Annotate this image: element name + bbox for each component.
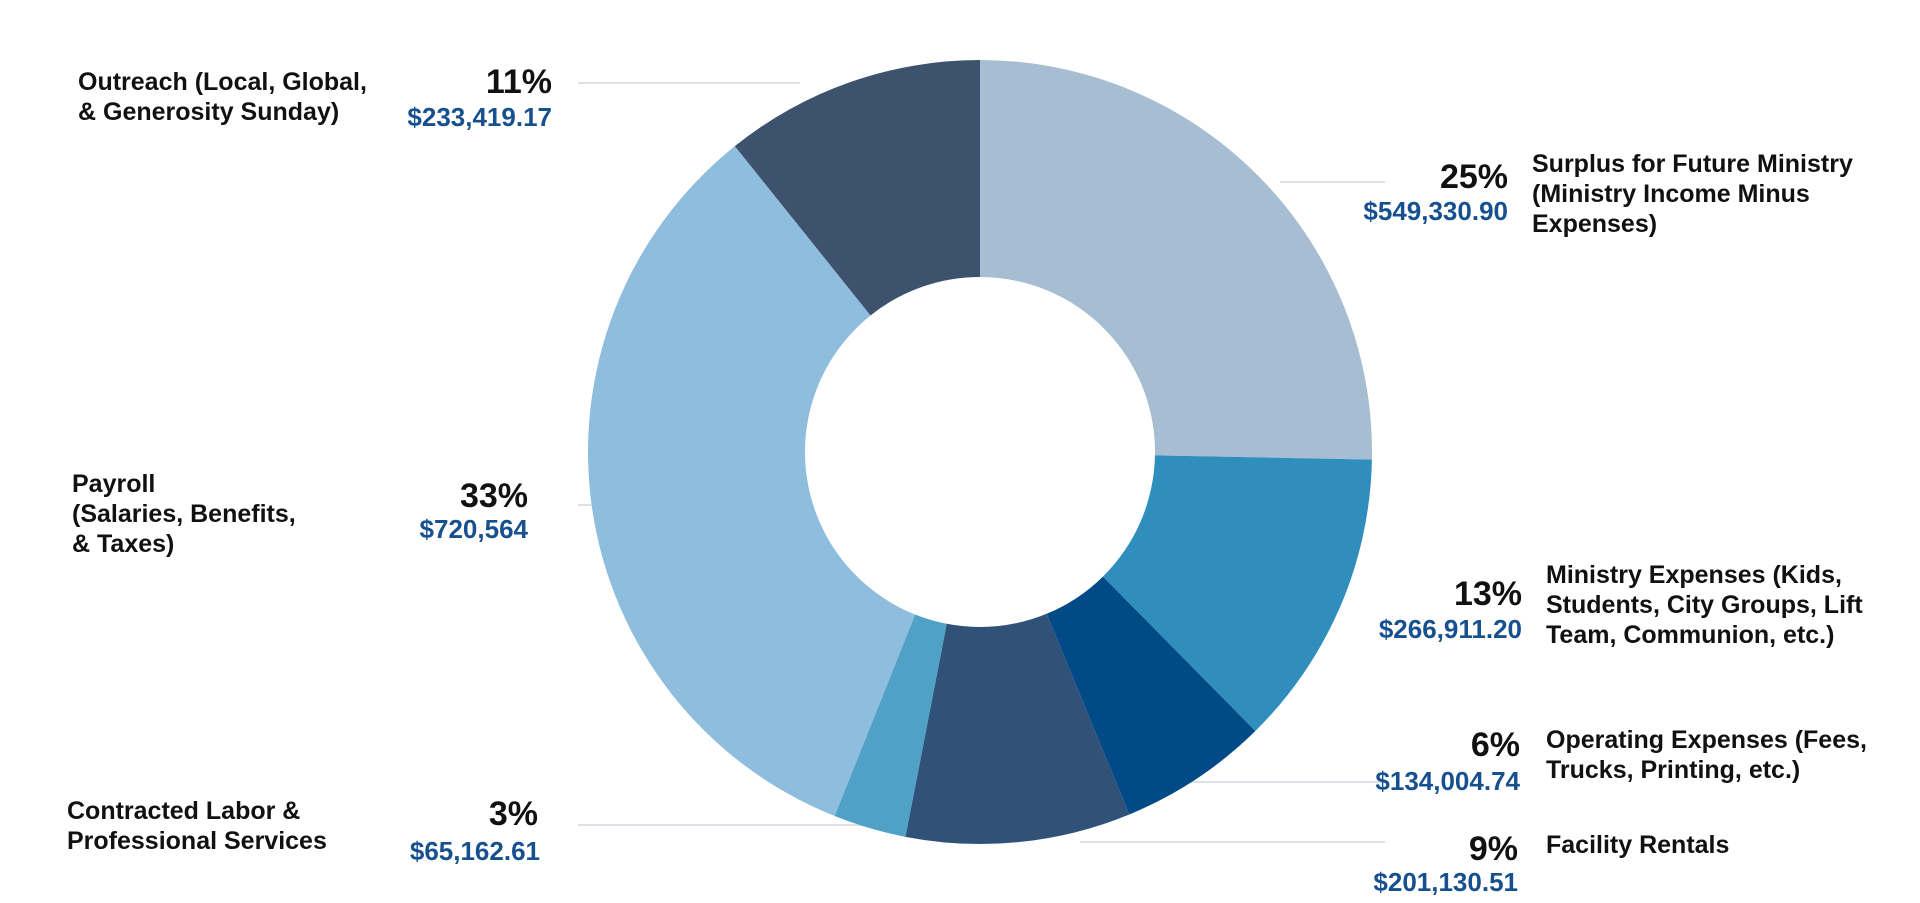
slice-operating-expenses: [1046, 576, 1256, 815]
label-group-ministry-expenses: Ministry Expenses (Kids, Students, City G…: [1379, 561, 1863, 649]
slice-name-line: Outreach (Local, Global,: [78, 68, 367, 96]
slice-name-line: & Taxes): [72, 530, 174, 558]
slice-amount-outreach: $233,419.17: [407, 102, 552, 132]
slice-amount-contracted-labor: $65,162.61: [410, 836, 540, 866]
slice-percent-contracted-labor: 3%: [489, 795, 538, 833]
slice-name-line: Expenses): [1532, 210, 1657, 238]
slice-name-line: Professional Services: [67, 827, 327, 855]
slice-name-operating-expenses: Operating Expenses (Fees, Trucks, Printin…: [1546, 726, 1867, 784]
label-group-facility-rentals: Facility Rentals 9%$201,130.51: [1373, 830, 1729, 897]
slice-percent-outreach: 11%: [486, 63, 552, 101]
slice-name-line: Students, City Groups, Lift: [1546, 591, 1863, 619]
slice-name-line: & Generosity Sunday): [78, 98, 339, 126]
slice-percent-facility-rentals: 9%: [1469, 830, 1518, 868]
slice-amount-surplus: $549,330.90: [1363, 196, 1508, 226]
label-group-outreach: Outreach (Local, Global, & Generosity Sun…: [78, 63, 552, 132]
slice-name-ministry-expenses: Ministry Expenses (Kids, Students, City G…: [1546, 561, 1863, 649]
label-group-payroll: Payroll (Salaries, Benefits, & Taxes) 33%$7…: [72, 470, 529, 558]
slice-percent-ministry-expenses: 13%: [1454, 575, 1522, 613]
slice-percent-operating-expenses: 6%: [1471, 726, 1520, 764]
slice-name-surplus: Surplus for Future Ministry (Ministry Inc…: [1532, 150, 1853, 238]
slice-name-line: Facility Rentals: [1546, 831, 1729, 859]
slice-amount-facility-rentals: $201,130.51: [1373, 867, 1518, 897]
slice-percent-payroll: 33%: [460, 477, 528, 515]
slice-name-line: Team, Communion, etc.): [1546, 621, 1834, 649]
slice-name-line: Surplus for Future Ministry: [1532, 150, 1853, 178]
slice-payroll: [587, 146, 916, 817]
slice-facility-rentals: [905, 613, 1130, 844]
slice-percent-surplus: 25%: [1440, 158, 1508, 196]
label-group-contracted-labor: Contracted Labor & Professional Services 3…: [67, 795, 540, 866]
slice-name-line: Trucks, Printing, etc.): [1546, 756, 1800, 784]
slice-name-line: Contracted Labor &: [67, 797, 300, 825]
slice-amount-payroll: $720,564: [420, 514, 529, 544]
slice-name-facility-rentals: Facility Rentals: [1546, 831, 1729, 859]
label-group-operating-expenses: Operating Expenses (Fees, Trucks, Printin…: [1375, 726, 1867, 796]
slice-name-outreach: Outreach (Local, Global, & Generosity Sun…: [78, 68, 367, 126]
slice-name-payroll: Payroll (Salaries, Benefits, & Taxes): [72, 470, 296, 558]
label-group-surplus: Surplus for Future Ministry (Ministry Inc…: [1363, 150, 1853, 238]
slice-amount-ministry-expenses: $266,911.20: [1379, 614, 1522, 644]
slice-name-contracted-labor: Contracted Labor & Professional Services: [67, 797, 327, 855]
slice-contracted-labor: [834, 614, 947, 837]
slice-amount-operating-expenses: $134,004.74: [1375, 766, 1520, 796]
slice-name-line: Ministry Expenses (Kids,: [1546, 561, 1842, 589]
slice-name-line: (Salaries, Benefits,: [72, 500, 296, 528]
slice-name-line: (Ministry Income Minus: [1532, 180, 1810, 208]
slice-name-line: Payroll: [72, 470, 155, 498]
slice-outreach: [734, 60, 980, 316]
slice-surplus: [980, 60, 1372, 460]
slice-name-line: Operating Expenses (Fees,: [1546, 726, 1867, 754]
slice-ministry-expenses: [1102, 455, 1372, 732]
